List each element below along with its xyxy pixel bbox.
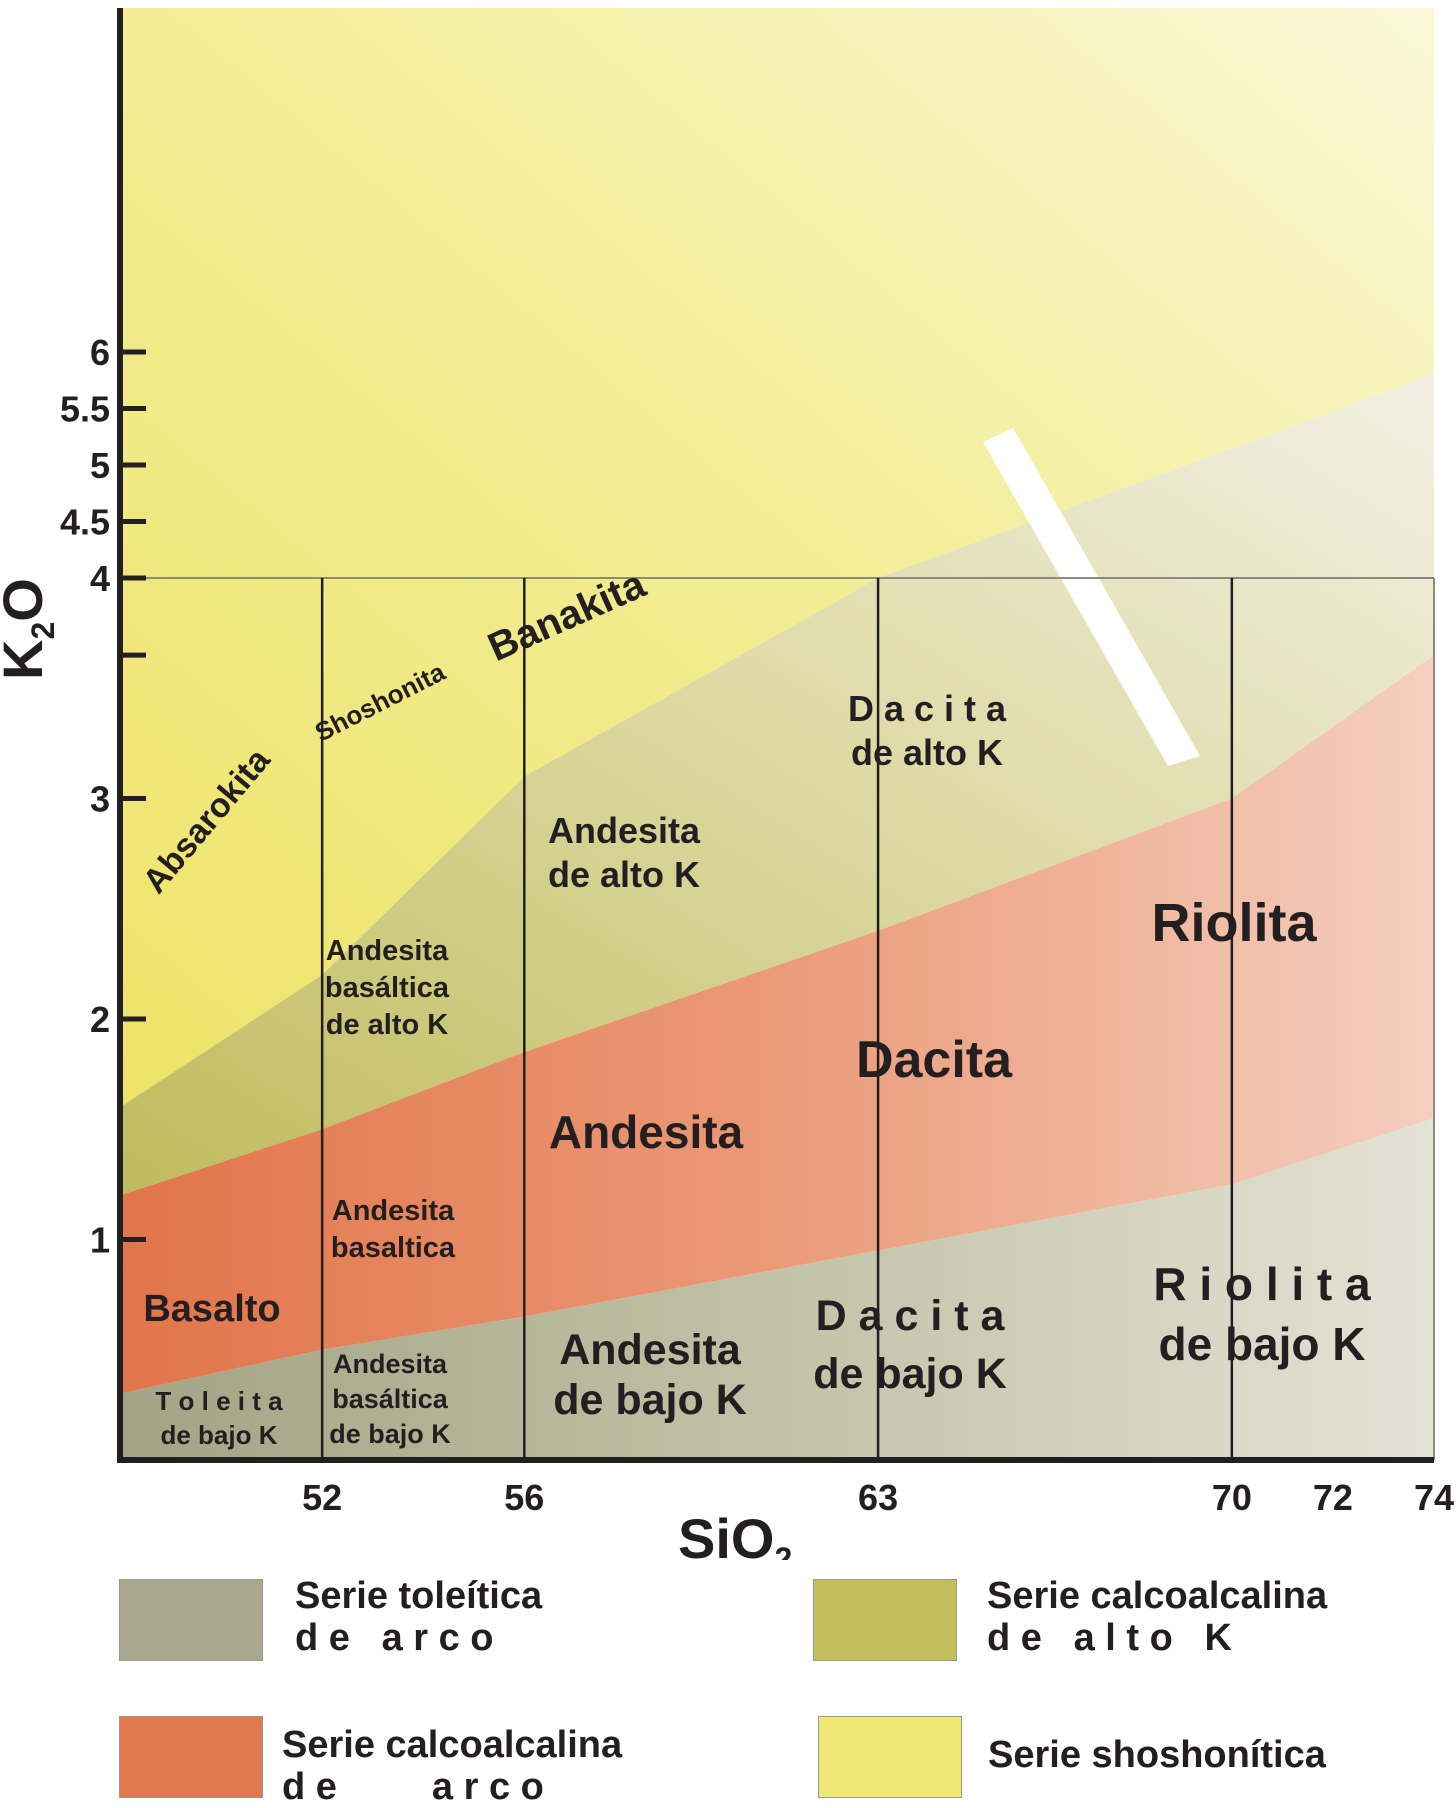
x-axis-label: SiO2 <box>678 1507 792 1560</box>
y-tick-label: 6 <box>90 332 110 373</box>
legend-line-1: Serie toleítica <box>295 1575 543 1617</box>
legend-line-1: Serie calcoalcalina <box>282 1724 623 1766</box>
x-tick-label: 74 <box>1414 1477 1454 1518</box>
legend-label-shoshonitica: Serie shoshonítica <box>988 1734 1326 1776</box>
field-label: Riolita <box>1151 893 1317 953</box>
legend-line-2: d e a r c o <box>282 1766 544 1808</box>
field-label: Basalto <box>143 1288 280 1330</box>
x-tick-label: 56 <box>504 1477 544 1518</box>
field-label: D a c i t a de alto K <box>848 688 1007 773</box>
field-shoshonitic <box>120 8 1434 1108</box>
legend-line-1: Serie calcoalcalina <box>987 1575 1328 1617</box>
y-tick-label: 2 <box>90 999 110 1040</box>
x-tick-label: 63 <box>858 1477 898 1518</box>
y-tick-label: 4.5 <box>60 502 110 543</box>
y-tick-label: 5 <box>90 445 110 486</box>
field-label: Andesita basáltica de bajo K <box>329 1349 451 1449</box>
legend-line-2: d e a l t o K <box>987 1617 1232 1659</box>
field-low-k <box>120 1118 1434 1460</box>
legend-swatch-calcoalcalina <box>119 1716 263 1798</box>
legend-label-toleitica: Serie toleítica d e a r c o <box>295 1575 542 1659</box>
field-label: Andesita <box>549 1106 744 1158</box>
legend-line-2: d e a r c o <box>295 1617 494 1659</box>
y-tick-label: 3 <box>90 779 110 820</box>
field-label: Dacita <box>856 1031 1013 1089</box>
legend-line-1: Serie shoshonítica <box>988 1734 1326 1776</box>
field-label: R i o l i t a de bajo K <box>1153 1258 1371 1370</box>
field-label: D a c i t a de bajo K <box>813 1292 1007 1398</box>
legend-swatch-toleitica <box>119 1579 263 1661</box>
field-label: Andesita basaltica <box>331 1195 456 1264</box>
x-tick-label: 72 <box>1313 1477 1353 1518</box>
field-label: Andesita basáltica de alto K <box>325 935 450 1041</box>
field-label: Andesita de bajo K <box>553 1326 747 1424</box>
field-high-k <box>120 374 1434 1196</box>
white-stripe <box>983 428 1200 766</box>
x-tick-label: 70 <box>1212 1477 1252 1518</box>
field-medium-k <box>120 655 1434 1394</box>
legend-label-calcoalcalina: Serie calcoalcalina d e a r c o <box>282 1724 622 1808</box>
field-label: T o l e i t a de bajo K <box>155 1386 283 1450</box>
legend-label-alto-k: Serie calcoalcalina d e a l t o K <box>987 1575 1327 1659</box>
y-tick-label: 1 <box>90 1220 110 1261</box>
field-label: Andesita de alto K <box>548 810 701 895</box>
legend-swatch-shoshonitica <box>818 1716 962 1798</box>
x-tick-label: 52 <box>302 1477 342 1518</box>
y-axis-label: K2O <box>0 578 61 680</box>
legend-swatch-alto-k <box>813 1579 957 1661</box>
y-tick-label: 4 <box>90 558 110 599</box>
y-tick-label: 5.5 <box>60 389 110 430</box>
